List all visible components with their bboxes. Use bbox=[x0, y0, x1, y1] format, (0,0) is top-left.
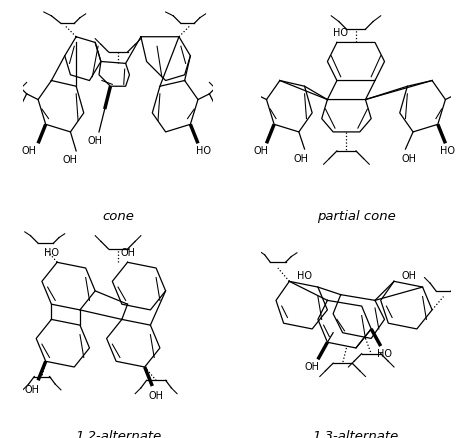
Text: OH: OH bbox=[63, 155, 78, 166]
Text: 1,3-alternate: 1,3-alternate bbox=[313, 430, 399, 438]
Text: OH: OH bbox=[402, 154, 417, 163]
Text: OH: OH bbox=[402, 271, 417, 281]
Text: partial cone: partial cone bbox=[317, 210, 395, 223]
Text: OH: OH bbox=[88, 136, 103, 146]
Text: OH: OH bbox=[253, 146, 268, 156]
Text: 1,2-alternate: 1,2-alternate bbox=[75, 430, 161, 438]
Text: OH: OH bbox=[25, 385, 40, 395]
Text: HO: HO bbox=[440, 146, 455, 156]
Text: OH: OH bbox=[120, 248, 135, 258]
Text: HO: HO bbox=[196, 146, 211, 156]
Text: HO: HO bbox=[297, 271, 312, 281]
Text: OH: OH bbox=[21, 146, 36, 156]
Text: HO: HO bbox=[44, 248, 59, 258]
Text: OH: OH bbox=[293, 154, 308, 163]
Text: HO: HO bbox=[333, 28, 348, 38]
Text: HO: HO bbox=[377, 349, 392, 359]
Text: OH: OH bbox=[305, 362, 319, 372]
Text: cone: cone bbox=[102, 210, 134, 223]
Text: OH: OH bbox=[149, 391, 164, 400]
